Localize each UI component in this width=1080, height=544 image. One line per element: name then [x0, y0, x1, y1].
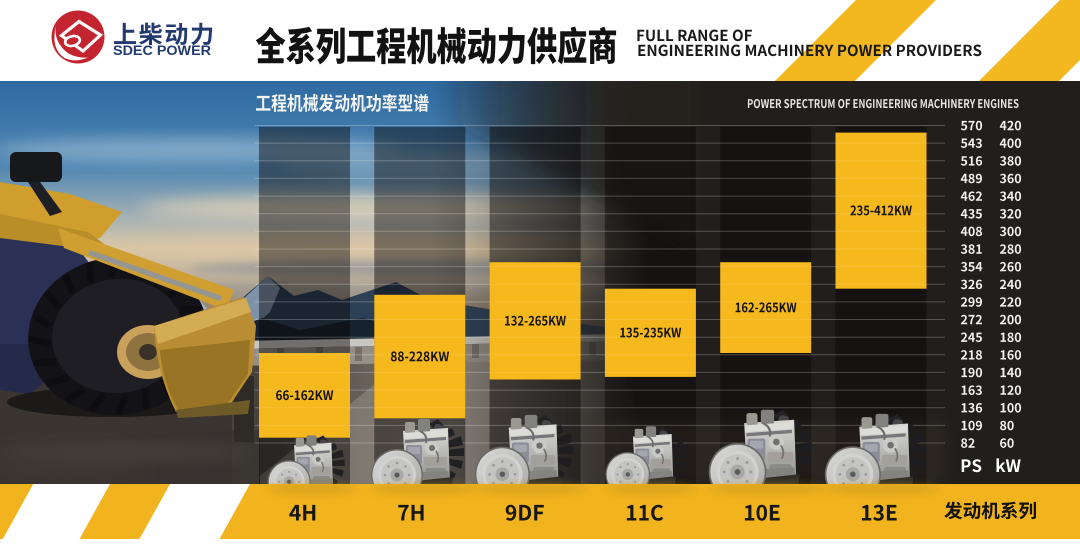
svg-text:SDEC POWER: SDEC POWER: [113, 43, 211, 58]
